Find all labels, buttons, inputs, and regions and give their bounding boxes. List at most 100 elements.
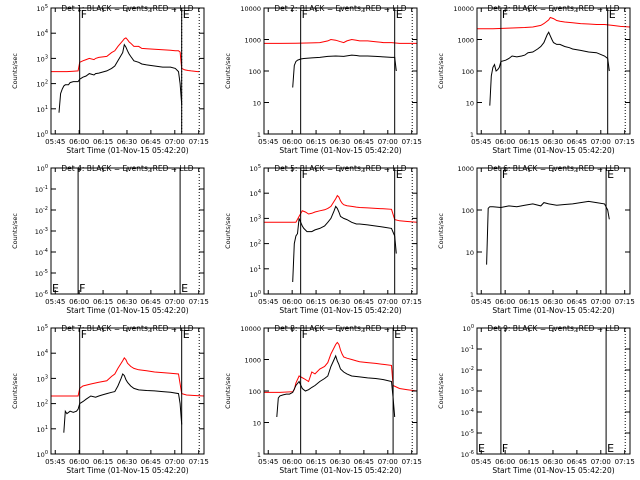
marker-letter: E	[478, 442, 485, 455]
events-series-line	[292, 205, 397, 283]
y-tick-exponent: -6	[469, 450, 474, 456]
y-axis-label: Counts/sec	[11, 213, 19, 249]
x-tick-label: 06:15	[519, 458, 539, 466]
events-series-line	[63, 373, 183, 433]
x-tick-label: 06:45	[354, 298, 374, 306]
x-tick-label: 05:45	[471, 458, 491, 466]
detector-panel-4: 05:45 06:00 06:15 06:30 06:45 07:00 07:15 10-6 1…	[11, 164, 209, 315]
x-tick-label: 05:45	[258, 458, 278, 466]
x-tick-label: 06:00	[282, 138, 302, 146]
events-series-line	[489, 31, 610, 106]
y-tick-exponent: 0	[45, 130, 48, 136]
y-axis-label: Counts/sec	[224, 213, 232, 249]
y-tick-label: 101	[37, 425, 48, 434]
y-tick-label: 102	[37, 80, 48, 89]
x-tick-label: 07:00	[591, 138, 611, 146]
x-tick-label: 06:00	[495, 458, 515, 466]
x-tick-label: 06:00	[495, 138, 515, 146]
y-tick-exponent: -3	[469, 387, 474, 393]
y-tick-label: 101	[37, 105, 48, 114]
panel-title: Det 8: BLACK = Events, RED = LLD	[274, 324, 406, 333]
y-tick-label: 1000	[244, 357, 261, 365]
y-tick-exponent: -5	[43, 269, 48, 275]
x-tick-label: 06:30	[330, 298, 350, 306]
y-tick-label: 10-4	[461, 408, 474, 417]
x-tick-label: 07:00	[378, 458, 398, 466]
x-tick-label: 07:15	[402, 298, 422, 306]
y-tick-exponent: 1	[45, 105, 48, 111]
detector-panel-8: 05:45 06:00 06:15 06:30 06:45 07:00 07:15 1 10 10…	[224, 324, 422, 475]
detector-panel-6: 05:45 06:00 06:15 06:30 06:45 07:00 07:15 1 10 10…	[437, 164, 635, 315]
x-tick-label: 06:45	[567, 458, 587, 466]
y-tick-label: 10-4	[35, 248, 48, 257]
plot-frame	[263, 327, 418, 455]
marker-letter: F	[502, 442, 508, 455]
y-tick-label: 104	[37, 29, 48, 38]
x-tick-label: 05:45	[45, 458, 65, 466]
y-axis-label: Counts/sec	[437, 373, 445, 409]
plot-frame	[50, 7, 205, 135]
x-tick-label: 05:45	[258, 298, 278, 306]
x-tick-label: 06:45	[567, 298, 587, 306]
marker-letter: E	[181, 282, 188, 295]
events-series-line	[58, 43, 183, 113]
marker-letter: E	[607, 442, 614, 455]
panel-title: Det 5: BLACK = Events, RED = LLD	[274, 164, 406, 173]
x-tick-label: 06:45	[141, 298, 161, 306]
y-tick-label: 1	[470, 291, 474, 299]
y-tick-label: 10-2	[461, 366, 474, 375]
panel-title: Det 9: BLACK = Events, RED = LLD	[487, 324, 619, 333]
y-tick-label: 10-5	[461, 429, 474, 438]
x-axis-label: Start Time (01-Nov-15 05:42:20)	[66, 466, 188, 475]
panel-title: Det 7: BLACK = Events, RED = LLD	[61, 324, 193, 333]
marker-letter: E	[607, 168, 614, 181]
x-axis-label: Start Time (01-Nov-15 05:42:20)	[279, 306, 401, 315]
y-tick-label: 105	[250, 164, 261, 173]
x-tick-label: 05:45	[471, 298, 491, 306]
lld-series-line	[51, 357, 205, 397]
x-tick-label: 07:00	[165, 138, 185, 146]
x-tick-label: 07:15	[189, 298, 209, 306]
x-tick-label: 06:15	[519, 138, 539, 146]
x-axis-label: Start Time (01-Nov-15 05:42:20)	[66, 146, 188, 155]
y-tick-label: 10-5	[35, 269, 48, 278]
x-axis-label: Start Time (01-Nov-15 05:42:20)	[279, 466, 401, 475]
y-axis-label: Counts/sec	[11, 53, 19, 89]
y-tick-label: 103	[250, 214, 261, 223]
x-tick-label: 06:30	[330, 458, 350, 466]
plot-frame	[263, 167, 418, 295]
y-tick-exponent: -2	[43, 206, 48, 212]
y-tick-label: 10-3	[35, 227, 48, 236]
y-tick-label: 10-2	[35, 206, 48, 215]
y-tick-label: 100	[37, 450, 48, 459]
x-axis-label: Start Time (01-Nov-15 05:42:20)	[66, 306, 188, 315]
x-tick-label: 06:45	[354, 458, 374, 466]
x-tick-label: 06:45	[141, 138, 161, 146]
y-tick-label: 1000	[457, 37, 474, 45]
marker-letter: E	[183, 8, 190, 21]
x-tick-label: 06:45	[567, 138, 587, 146]
marker-letter: E	[52, 282, 59, 295]
y-tick-label: 104	[250, 189, 261, 198]
y-tick-exponent: -2	[469, 366, 474, 372]
y-tick-exponent: 4	[45, 349, 48, 355]
events-series-line	[486, 200, 610, 265]
events-series-line	[292, 54, 397, 88]
y-axis-label: Counts/sec	[11, 373, 19, 409]
plot-frame	[476, 7, 631, 135]
detector-panel-5: 05:45 06:00 06:15 06:30 06:45 07:00 07:1510010…	[224, 164, 422, 315]
y-tick-label: 1	[257, 131, 261, 139]
lld-series-line	[264, 38, 417, 44]
x-tick-label: 06:30	[117, 458, 137, 466]
y-tick-exponent: 2	[45, 80, 48, 86]
y-tick-exponent: -4	[43, 248, 48, 254]
y-tick-label: 100	[250, 290, 261, 299]
y-tick-label: 10-3	[461, 387, 474, 396]
y-tick-exponent: -5	[469, 429, 474, 435]
x-tick-label: 06:30	[330, 138, 350, 146]
y-tick-label: 100	[37, 130, 48, 139]
y-axis-label: Counts/sec	[437, 213, 445, 249]
y-tick-label: 103	[37, 54, 48, 63]
y-tick-label: 10-1	[35, 185, 48, 194]
